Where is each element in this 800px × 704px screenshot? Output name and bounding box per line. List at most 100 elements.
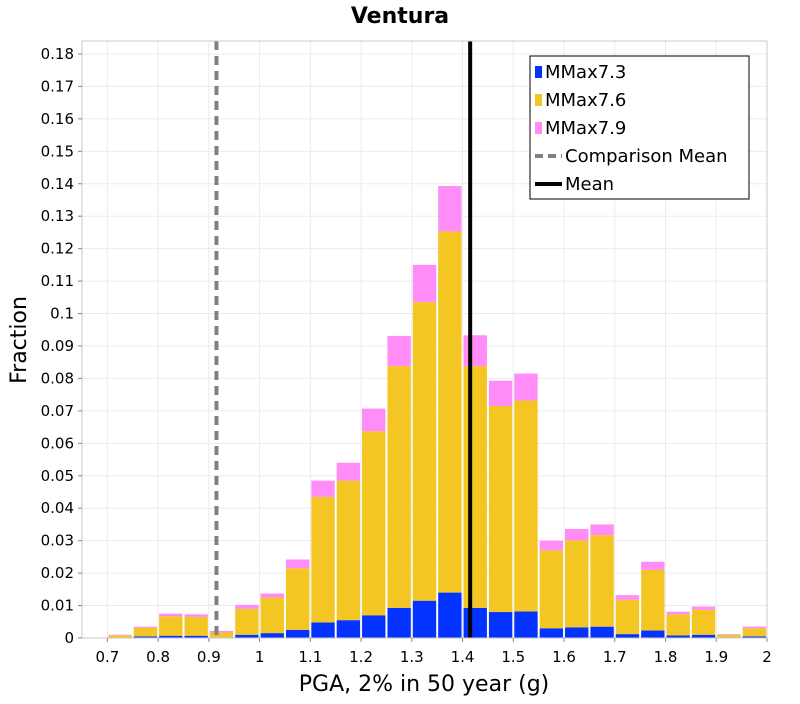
x-tick-label: 1 [255, 648, 265, 666]
bar-MMax7.3 [641, 630, 665, 638]
plot-area-frame [81, 40, 768, 639]
bar-MMax7.6 [641, 569, 665, 631]
x-tick-label: 1.6 [552, 648, 576, 666]
y-tick-label: 0.02 [41, 564, 74, 582]
y-tick-label: 0 [64, 629, 74, 647]
bar-MMax7.9 [488, 380, 513, 407]
bar-MMax7.6 [488, 406, 513, 613]
bar-MMax7.6 [539, 550, 564, 629]
x-tick-label: 1.4 [451, 648, 475, 666]
bar-MMax7.6 [565, 540, 589, 628]
legend-label: Mean [565, 174, 614, 195]
y-tick-label: 0.18 [41, 45, 74, 63]
bar-MMax7.9 [184, 614, 208, 617]
bar-MMax7.6 [285, 568, 310, 630]
bar-MMax7.3 [260, 633, 284, 638]
bar-MMax7.3 [387, 607, 411, 638]
bar-MMax7.6 [742, 628, 766, 637]
y-tick-label: 0.01 [41, 597, 74, 615]
bar-MMax7.6 [514, 400, 538, 612]
bar-MMax7.3 [159, 635, 183, 638]
bar-MMax7.3 [615, 634, 640, 638]
y-tick-label: 0.03 [41, 532, 74, 550]
bar-MMax7.6 [717, 634, 741, 638]
y-tick-label: 0.11 [41, 272, 74, 290]
bar-MMax7.9 [590, 524, 614, 536]
bar-MMax7.6 [311, 496, 335, 623]
bar-MMax7.6 [412, 302, 437, 601]
bar-MMax7.3 [742, 636, 766, 638]
x-tick-label: 1.1 [298, 648, 322, 666]
x-axis-label: PGA, 2% in 50 year (g) [299, 672, 550, 697]
bar-MMax7.9 [514, 373, 538, 401]
bar-MMax7.6 [666, 614, 690, 636]
x-tick-label: 1.7 [603, 648, 627, 666]
y-tick-label: 0.16 [41, 110, 74, 128]
bar-MMax7.9 [438, 186, 462, 232]
bar-MMax7.3 [412, 600, 437, 638]
bar-MMax7.3 [691, 634, 716, 638]
legend-label: MMax7.6 [545, 90, 626, 111]
bar-MMax7.3 [565, 627, 589, 638]
legend-label: MMax7.9 [545, 118, 626, 139]
x-tick-label: 1.3 [400, 648, 424, 666]
bar-MMax7.6 [387, 366, 411, 608]
bar-MMax7.9 [311, 480, 335, 497]
bar-MMax7.3 [184, 635, 208, 638]
bar-MMax7.6 [691, 609, 716, 635]
x-tick-label: 1.8 [654, 648, 678, 666]
x-tick-label: 1.9 [704, 648, 728, 666]
bar-MMax7.3 [539, 628, 564, 638]
legend-label: Comparison Mean [565, 146, 728, 167]
bar-MMax7.9 [412, 264, 437, 303]
bar-MMax7.9 [336, 462, 361, 481]
bar-MMax7.6 [235, 608, 259, 635]
x-tick-label: 0.8 [146, 648, 170, 666]
x-tick-label: 1.5 [501, 648, 525, 666]
chart-title: Ventura [351, 4, 449, 29]
y-tick-label: 0.09 [41, 337, 74, 355]
y-axis-label: Fraction [7, 296, 32, 384]
y-tick-label: 0.15 [41, 142, 74, 160]
bar-MMax7.3 [235, 634, 259, 638]
bar-MMax7.9 [209, 630, 234, 633]
bar-MMax7.3 [590, 626, 614, 638]
bar-MMax7.9 [742, 626, 766, 629]
bar-MMax7.9 [666, 611, 690, 615]
bar-MMax7.3 [488, 612, 513, 638]
x-tick-label: 0.7 [95, 648, 119, 666]
bar-MMax7.9 [260, 593, 284, 598]
y-tick-label: 0.08 [41, 369, 74, 387]
bar-MMax7.3 [311, 622, 335, 638]
x-tick-label: 2 [762, 648, 772, 666]
bar-MMax7.3 [438, 592, 462, 638]
x-axis-ticks: 0.7 0.8 0.9 1 1.1 1.2 1.3 1.4 1.5 1.6 1.7 1.8 1.9 2 [95, 638, 772, 666]
y-axis-ticks: 0 0.01 0.02 0.03 0.04 0.05 0.06 0.07 0.08 0.09 0.1… [41, 45, 82, 647]
y-tick-label: 0.14 [41, 175, 74, 193]
bar-MMax7.6 [590, 535, 614, 627]
bar-MMax7.6 [184, 616, 208, 636]
bar-MMax7.6 [260, 597, 284, 634]
legend-label: MMax7.3 [545, 62, 626, 83]
legend-swatch [535, 122, 542, 134]
bar-MMax7.9 [387, 335, 411, 367]
reference-lines [214, 41, 473, 638]
bar-MMax7.9 [133, 626, 158, 628]
bar-MMax7.3 [336, 620, 361, 638]
y-tick-label: 0.13 [41, 207, 74, 225]
bar-MMax7.3 [285, 629, 310, 638]
bar-MMax7.6 [362, 431, 386, 616]
bar-MMax7.9 [362, 408, 386, 432]
bar-MMax7.3 [666, 635, 690, 638]
y-tick-label: 0.12 [41, 240, 74, 258]
y-tick-label: 0.07 [41, 402, 74, 420]
grid-lines [82, 41, 768, 639]
bar-MMax7.9 [285, 559, 310, 569]
bar-MMax7.6 [463, 366, 487, 608]
bars [108, 186, 766, 638]
bar-MMax7.9 [463, 335, 487, 367]
bar-MMax7.9 [108, 634, 132, 636]
bar-MMax7.3 [463, 607, 487, 638]
